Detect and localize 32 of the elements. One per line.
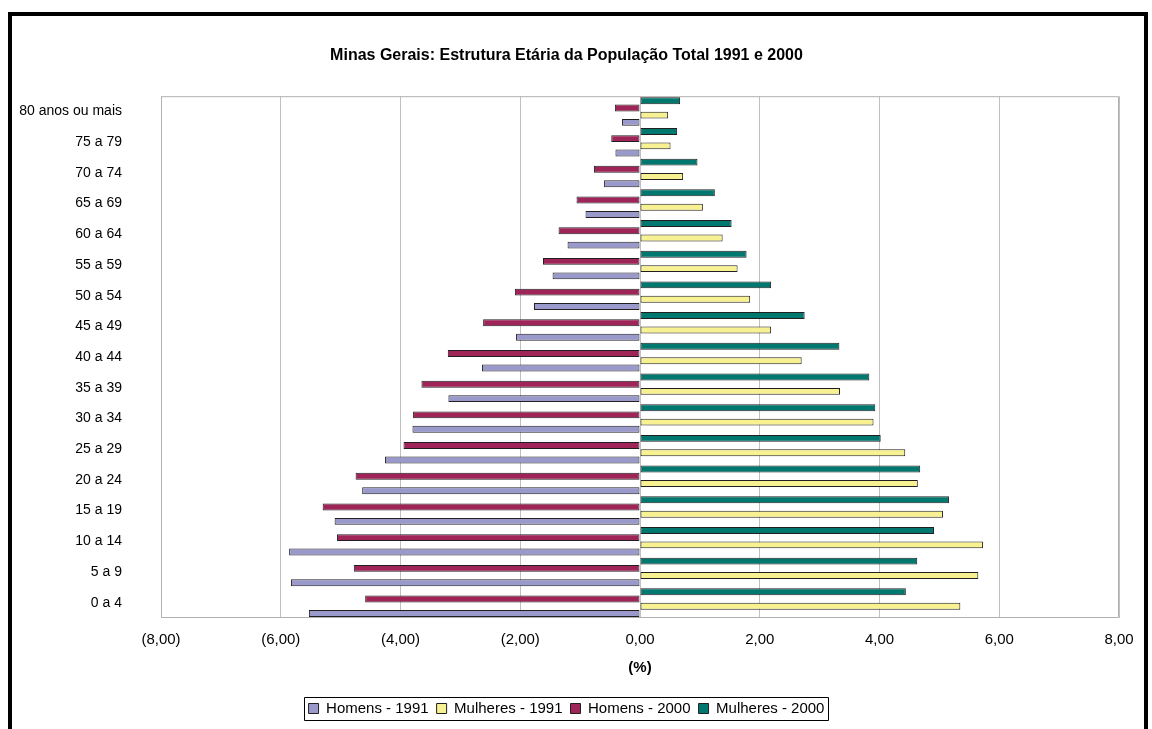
legend-label: Mulheres - 1991: [454, 698, 563, 716]
x-tick-label: (8,00): [141, 630, 181, 648]
y-tick-label: 30 a 34: [75, 409, 123, 426]
x-tick-label: (6,00): [261, 630, 301, 648]
y-tick-label: 10 a 14: [75, 532, 123, 549]
legend-label: Homens - 2000: [588, 698, 691, 716]
x-tick-label: 8,00: [1104, 630, 1134, 648]
x-tick-label: 6,00: [984, 630, 1014, 648]
y-tick-label: 0 a 4: [90, 593, 123, 610]
legend-label: Homens - 1991: [326, 698, 429, 716]
chart-title: Minas Gerais: Estrutura Etária da População Total 1991 e 2000: [330, 46, 803, 64]
y-tick-label: 80 anos ou mais: [19, 102, 122, 119]
y-tick-label: 40 a 44: [75, 347, 123, 364]
y-tick-label: 55 a 59: [75, 255, 123, 272]
x-axis-title: (%): [628, 658, 652, 676]
y-tick-label: 45 a 49: [75, 317, 123, 334]
y-tick-label: 50 a 54: [75, 286, 123, 303]
y-tick-label: 20 a 24: [75, 470, 123, 487]
y-tick-label: 15 a 19: [75, 501, 123, 518]
x-tick-label: 4,00: [864, 630, 895, 648]
y-tick-label: 5 a 9: [90, 562, 123, 579]
y-tick-label: 75 a 79: [75, 133, 123, 150]
y-tick-label: 70 a 74: [75, 163, 123, 180]
y-tick-label: 65 a 69: [75, 194, 123, 211]
legend-label: Mulheres - 2000: [716, 698, 825, 716]
x-tick-label: 0,00: [625, 630, 655, 648]
x-tick-label: (4,00): [380, 630, 421, 648]
y-tick-label: 35 a 39: [75, 378, 123, 395]
x-tick-label: 2,00: [745, 630, 775, 648]
x-tick-label: (2,00): [500, 630, 540, 648]
y-tick-label: 25 a 29: [75, 440, 123, 457]
y-tick-label: 60 a 64: [75, 225, 123, 242]
